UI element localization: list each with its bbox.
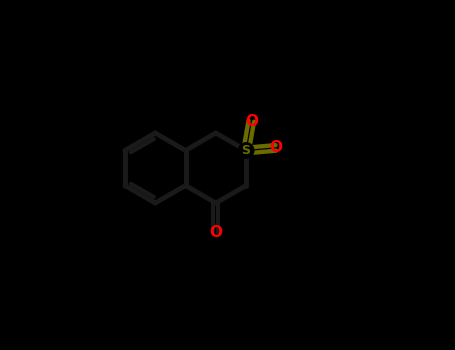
Text: O: O xyxy=(269,140,282,155)
Text: O: O xyxy=(209,225,222,240)
Text: S: S xyxy=(242,144,251,157)
Circle shape xyxy=(238,143,254,158)
Text: O: O xyxy=(245,114,258,129)
